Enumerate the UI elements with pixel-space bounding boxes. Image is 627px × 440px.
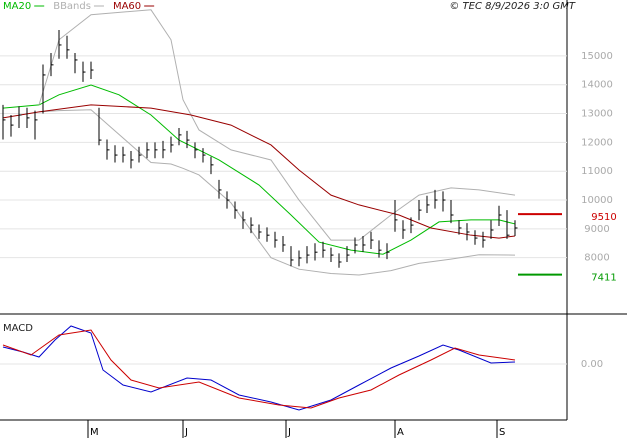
- indicator-line: [38, 109, 516, 276]
- y-tick-label: 9000: [584, 224, 609, 235]
- level-label: 9510: [591, 212, 616, 223]
- legend-label: MA20: [3, 1, 31, 12]
- indicator-line: [2, 104, 516, 239]
- level-label: 7411: [591, 273, 616, 284]
- legend-label: MA60: [113, 1, 141, 12]
- x-tick-label: J: [287, 427, 291, 438]
- macd-line: [2, 325, 516, 411]
- y-tick-label: 11000: [581, 166, 613, 177]
- legend-label: BBands: [53, 1, 91, 12]
- timestamp: © TEC 8/9/2026 3:0 GMT: [449, 1, 576, 12]
- y-tick-label: 13000: [581, 109, 613, 120]
- y-tick-label: 12000: [581, 137, 613, 148]
- macd-title: MACD: [3, 323, 33, 334]
- y-tick-label: 10000: [581, 195, 613, 206]
- x-tick-label: M: [90, 427, 99, 438]
- indicator-line: [38, 9, 516, 241]
- y-tick-label: 8000: [584, 253, 609, 264]
- y-tick-label: 0.00: [581, 359, 603, 370]
- x-tick-label: S: [499, 427, 505, 438]
- x-tick-label: A: [397, 427, 404, 438]
- y-tick-label: 15000: [581, 51, 613, 62]
- macd-line: [2, 329, 516, 409]
- y-tick-label: 14000: [581, 80, 613, 91]
- x-tick-label: J: [184, 427, 188, 438]
- indicator-line: [2, 84, 516, 255]
